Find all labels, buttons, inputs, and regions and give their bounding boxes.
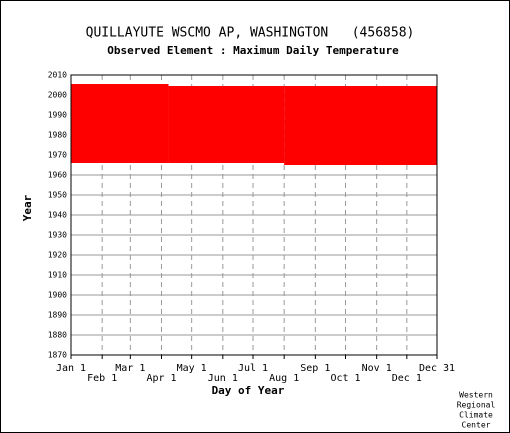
credit-line: Center: [462, 421, 491, 430]
x-tick-label: May 1: [177, 363, 207, 374]
y-tick-label: 1990: [48, 111, 67, 120]
x-tick-label: Apr 1: [146, 373, 176, 384]
y-tick-label: 1920: [48, 251, 67, 260]
credit-line: Regional: [457, 401, 496, 410]
x-tick-label: Jul 1: [238, 363, 268, 374]
x-axis-label: Day of Year: [212, 384, 285, 397]
y-tick-label: 1890: [48, 311, 67, 320]
y-tick-label: 1950: [48, 191, 67, 200]
coverage-bar: [284, 86, 437, 165]
y-tick-label: 1980: [48, 131, 67, 140]
x-tick-label: Oct 1: [330, 373, 360, 384]
y-tick-label: 1930: [48, 231, 67, 240]
y-tick-label: 1900: [48, 291, 67, 300]
credit-line: Western: [459, 391, 493, 400]
x-tick-label: Jun 1: [208, 373, 238, 384]
y-tick-label: 1880: [48, 331, 67, 340]
y-tick-label: 2010: [48, 71, 67, 80]
x-tick-label: Aug 1: [269, 373, 299, 384]
y-tick-label: 1940: [48, 211, 67, 220]
x-tick-label: Nov 1: [362, 363, 392, 374]
x-tick-label: Dec 1: [392, 373, 422, 384]
y-tick-label: 2000: [48, 91, 67, 100]
x-tick-label: Sep 1: [300, 363, 330, 374]
y-axis-label: Year: [21, 194, 34, 221]
coverage-bar: [168, 86, 285, 163]
chart-subtitle: Observed Element : Maximum Daily Tempera…: [107, 44, 399, 57]
y-tick-label: 1960: [48, 171, 67, 180]
coverage-bar: [71, 84, 169, 163]
y-tick-label: 1870: [48, 351, 67, 360]
chart-title: QUILLAYUTE WSCMO AP, WASHINGTON (456858): [86, 26, 415, 41]
y-tick-label: 1970: [48, 151, 67, 160]
x-tick-label: Dec 31: [419, 363, 455, 374]
x-tick-label: Mar 1: [115, 363, 145, 374]
plot-border: [70, 74, 438, 356]
x-tick-label: Feb 1: [87, 373, 117, 384]
y-tick-label: 1910: [48, 271, 67, 280]
x-tick-label: Jan 1: [56, 363, 86, 374]
credit-line: Climate: [459, 411, 493, 420]
